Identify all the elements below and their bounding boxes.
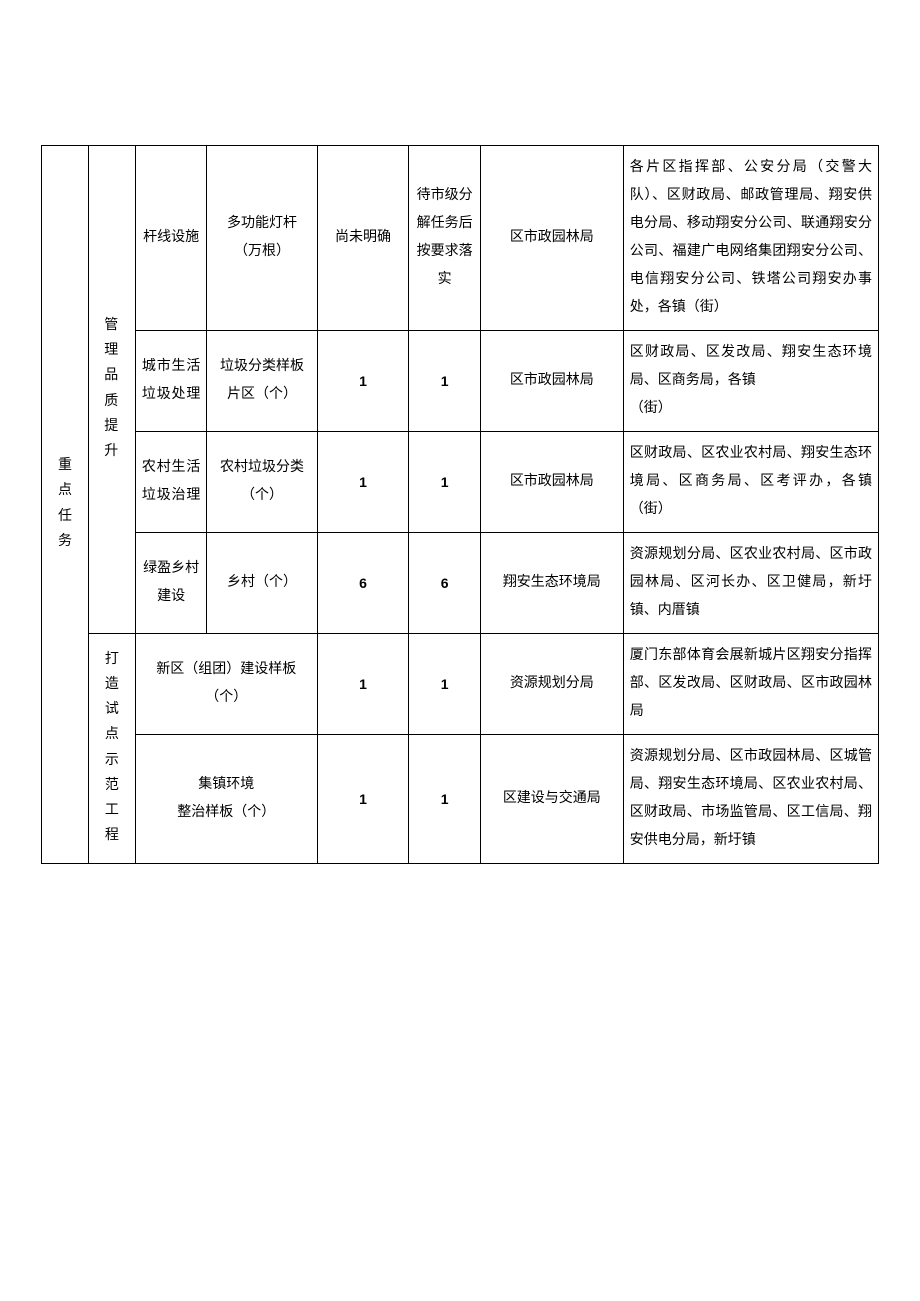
cell-value1: 1 bbox=[317, 331, 409, 432]
cell-indicator: 集镇环境 整治样板（个） bbox=[135, 735, 317, 864]
cell-lead-dept: 翔安生态环境局 bbox=[480, 533, 623, 634]
cell-indicator: 多功能灯杆（万根） bbox=[207, 146, 317, 331]
table-row: 城市生活垃圾处理 垃圾分类样板片区（个） 1 1 区市政园林局 区财政局、区发改… bbox=[42, 331, 879, 432]
cell-coop-depts: 各片区指挥部、公安分局（交警大队）、区财政局、邮政管理局、翔安供电分局、移动翔安… bbox=[623, 146, 878, 331]
cell-indicator: 农村垃圾分类（个） bbox=[207, 432, 317, 533]
cell-coop-depts: 区财政局、区发改局、翔安生态环境局、区商务局，各镇 （街） bbox=[623, 331, 878, 432]
cell-value1: 尚未明确 bbox=[317, 146, 409, 331]
cell-category: 农村生活垃圾治理 bbox=[135, 432, 206, 533]
table-row: 打造试点示范工程 新区（组团）建设样板（个） 1 1 资源规划分局 厦门东部体育… bbox=[42, 634, 879, 735]
row-group-pilot: 打造试点示范工程 bbox=[88, 634, 135, 864]
cell-value2: 6 bbox=[409, 533, 480, 634]
cell-value1: 1 bbox=[317, 432, 409, 533]
cell-indicator: 新区（组团）建设样板（个） bbox=[135, 634, 317, 735]
cell-value2: 待市级分解任务后按要求落实 bbox=[409, 146, 480, 331]
cell-category: 绿盈乡村建设 bbox=[135, 533, 206, 634]
cell-coop-depts: 厦门东部体育会展新城片区翔安分指挥部、区发改局、区财政局、区市政园林局 bbox=[623, 634, 878, 735]
cell-lead-dept: 区建设与交通局 bbox=[480, 735, 623, 864]
cell-value2: 1 bbox=[409, 331, 480, 432]
cell-category: 城市生活垃圾处理 bbox=[135, 331, 206, 432]
cell-value1: 6 bbox=[317, 533, 409, 634]
cell-lead-dept: 区市政园林局 bbox=[480, 331, 623, 432]
cell-value2: 1 bbox=[409, 634, 480, 735]
table-row: 绿盈乡村建设 乡村（个） 6 6 翔安生态环境局 资源规划分局、区农业农村局、区… bbox=[42, 533, 879, 634]
cell-lead-dept: 资源规划分局 bbox=[480, 634, 623, 735]
cell-coop-depts: 资源规划分局、区市政园林局、区城管局、翔安生态环境局、区农业农村局、区财政局、市… bbox=[623, 735, 878, 864]
table-row: 集镇环境 整治样板（个） 1 1 区建设与交通局 资源规划分局、区市政园林局、区… bbox=[42, 735, 879, 864]
cell-indicator: 乡村（个） bbox=[207, 533, 317, 634]
cell-lead-dept: 区市政园林局 bbox=[480, 432, 623, 533]
cell-value2: 1 bbox=[409, 735, 480, 864]
table-row: 农村生活垃圾治理 农村垃圾分类（个） 1 1 区市政园林局 区财政局、区农业农村… bbox=[42, 432, 879, 533]
row-group-key-tasks: 重点任务 bbox=[42, 146, 89, 864]
row-group-mgmt: 管理品质提升 bbox=[88, 146, 135, 634]
cell-indicator: 垃圾分类样板片区（个） bbox=[207, 331, 317, 432]
table-row: 重点任务 管理品质提升 杆线设施 多功能灯杆（万根） 尚未明确 待市级分解任务后… bbox=[42, 146, 879, 331]
cell-category: 杆线设施 bbox=[135, 146, 206, 331]
cell-value1: 1 bbox=[317, 735, 409, 864]
cell-value2: 1 bbox=[409, 432, 480, 533]
task-table: 重点任务 管理品质提升 杆线设施 多功能灯杆（万根） 尚未明确 待市级分解任务后… bbox=[41, 145, 879, 864]
cell-coop-depts: 区财政局、区农业农村局、翔安生态环境局、区商务局、区考评办，各镇（街） bbox=[623, 432, 878, 533]
cell-coop-depts: 资源规划分局、区农业农村局、区市政园林局、区河长办、区卫健局，新圩镇、内厝镇 bbox=[623, 533, 878, 634]
cell-value1: 1 bbox=[317, 634, 409, 735]
page: 重点任务 管理品质提升 杆线设施 多功能灯杆（万根） 尚未明确 待市级分解任务后… bbox=[0, 0, 920, 864]
cell-lead-dept: 区市政园林局 bbox=[480, 146, 623, 331]
